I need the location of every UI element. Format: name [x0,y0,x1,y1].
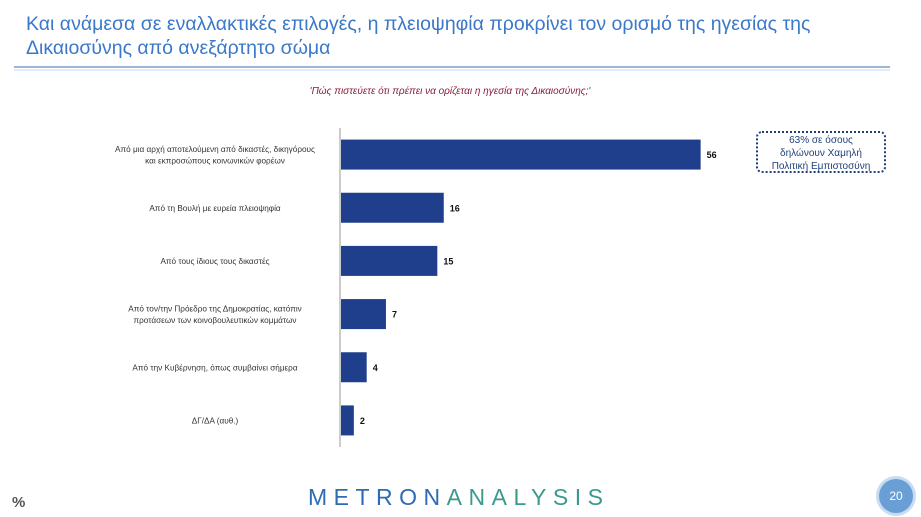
unit-label: % [12,494,26,511]
callout-line-1: 63% σε όσους [789,135,853,146]
bar-0 [341,139,701,170]
category-label-5-0: ΔΓ/ΔΑ (αυθ.) [192,416,239,425]
bar-5 [341,405,354,436]
chart-question: 'Πώς πιστεύετε ότι πρέπει να ορίζεται η … [309,86,591,97]
callout-line-3: Πολιτική Εμπιστοσύνη [771,161,871,172]
metron-analysis-logo: METRONANALYSIS [308,484,609,511]
data-label-2: 15 [443,256,453,266]
category-label-2-0: Από τους ίδιους τους δικαστές [160,257,269,266]
category-label-1-0: Από τη Βουλή με ευρεία πλειοψηφία [149,204,281,213]
category-label-3-0: Από τον/την Πρόεδρο της Δημοκρατίας, κατ… [128,304,302,313]
bar-3 [341,299,386,330]
title-divider-shadow [14,69,890,71]
callout-line-2: δηλώνουν Χαμηλή [780,148,862,159]
category-label-0-1: και εκπροσώπους κοινωνικών φορέων [145,156,285,165]
bar-4 [341,352,367,383]
data-label-1: 16 [450,203,460,213]
data-label-5: 2 [360,416,365,426]
data-label-3: 7 [392,310,397,320]
page-number-badge: 20 [879,479,913,513]
category-label-4-0: Από την Κυβέρνηση, όπως συμβαίνει σήμερα [132,363,297,372]
logo-metron: METRON [308,484,447,510]
callout-box: 63% σε όσους δηλώνουν Χαμηλή Πολιτική Εμ… [756,131,886,173]
category-label-3-1: προτάσεων των κοινοβουλευτικών κομμάτων [133,316,296,325]
page-title: Και ανάμεσα σε εναλλακτικές επιλογές, η … [26,13,811,59]
data-label-4: 4 [373,363,378,373]
data-label-0: 56 [707,150,717,160]
category-label-0-0: Από μια αρχή αποτελούμενη από δικαστές, … [115,145,315,154]
bar-2 [341,245,438,276]
logo-analysis: ANALYSIS [446,484,610,510]
title-divider [14,66,890,68]
bar-1 [341,192,444,223]
